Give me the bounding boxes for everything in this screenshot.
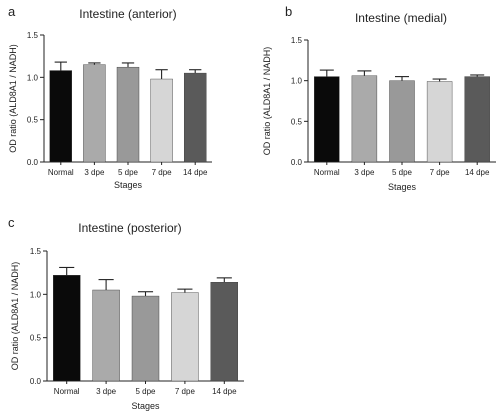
bar xyxy=(210,282,239,382)
bar xyxy=(92,289,120,382)
y-tick-label: 0.5 xyxy=(27,116,39,125)
x-tick-label: 14 dpe xyxy=(212,387,237,396)
chart-panel-c: c Intestine (posterior) 0.0 0.5 1.0 1.5 Normal… xyxy=(8,215,244,411)
bar xyxy=(116,66,140,163)
y-tick-label: 0.0 xyxy=(291,158,303,167)
chart-panel-a: a Intestine (anterior) 0.0 0.5 1.0 1.5 Normal 3… xyxy=(8,4,212,190)
y-tick-label: 0.0 xyxy=(27,158,39,167)
x-tick-label: 5 dpe xyxy=(392,168,413,177)
x-tick-label: 7 dpe xyxy=(152,168,173,177)
x-tick-label: 3 dpe xyxy=(354,168,375,177)
y-axis-title: OD ratio (ALD8A1 / NADH) xyxy=(8,44,18,153)
y-tick-label: 1.5 xyxy=(30,247,42,256)
x-axis-title: Stages xyxy=(114,180,143,190)
bar xyxy=(171,292,199,382)
panel-letter: a xyxy=(8,4,16,19)
bar xyxy=(389,80,415,163)
y-tick-label: 0.0 xyxy=(30,377,42,386)
bar xyxy=(351,75,378,163)
x-tick-label: 5 dpe xyxy=(135,387,156,396)
bar xyxy=(464,76,490,163)
chart-title: Intestine (medial) xyxy=(355,11,447,25)
y-tick-label: 1.0 xyxy=(30,290,42,299)
panel-letter: b xyxy=(285,4,292,19)
panel-letter: c xyxy=(8,215,15,230)
y-tick-label: 1.5 xyxy=(27,31,39,40)
x-tick-label: 3 dpe xyxy=(84,168,105,177)
y-axis-title: OD ratio (ALD8A1 / NADH) xyxy=(10,262,20,371)
x-tick-label: Normal xyxy=(314,168,340,177)
y-tick-label: 1.0 xyxy=(27,73,39,82)
x-axis-title: Stages xyxy=(131,401,160,411)
bar xyxy=(150,78,173,163)
bar xyxy=(314,76,340,163)
x-tick-label: Normal xyxy=(48,168,74,177)
x-tick-label: 14 dpe xyxy=(183,168,208,177)
chart-title: Intestine (posterior) xyxy=(78,221,181,235)
bar xyxy=(183,72,207,163)
chart-title: Intestine (anterior) xyxy=(79,7,176,21)
y-tick-label: 1.0 xyxy=(291,77,303,86)
bar xyxy=(426,81,453,163)
bar xyxy=(131,295,160,382)
y-tick-label: 0.5 xyxy=(30,334,42,343)
chart-panel-b: b Intestine (medial) 0.0 0.5 1.0 1.5 Normal 3 d… xyxy=(262,4,496,192)
x-tick-label: 7 dpe xyxy=(175,387,196,396)
y-tick-label: 1.5 xyxy=(291,36,303,45)
x-tick-label: 7 dpe xyxy=(430,168,451,177)
x-tick-label: 5 dpe xyxy=(118,168,139,177)
bar xyxy=(83,64,106,163)
bar xyxy=(53,275,81,382)
x-tick-label: 14 dpe xyxy=(465,168,490,177)
x-tick-label: 3 dpe xyxy=(96,387,117,396)
bar xyxy=(49,70,72,163)
y-tick-label: 0.5 xyxy=(291,117,303,126)
y-axis-title: OD ratio (ALD8A1 / NADH) xyxy=(262,47,272,156)
x-tick-label: Normal xyxy=(54,387,80,396)
x-axis-title: Stages xyxy=(388,182,417,192)
